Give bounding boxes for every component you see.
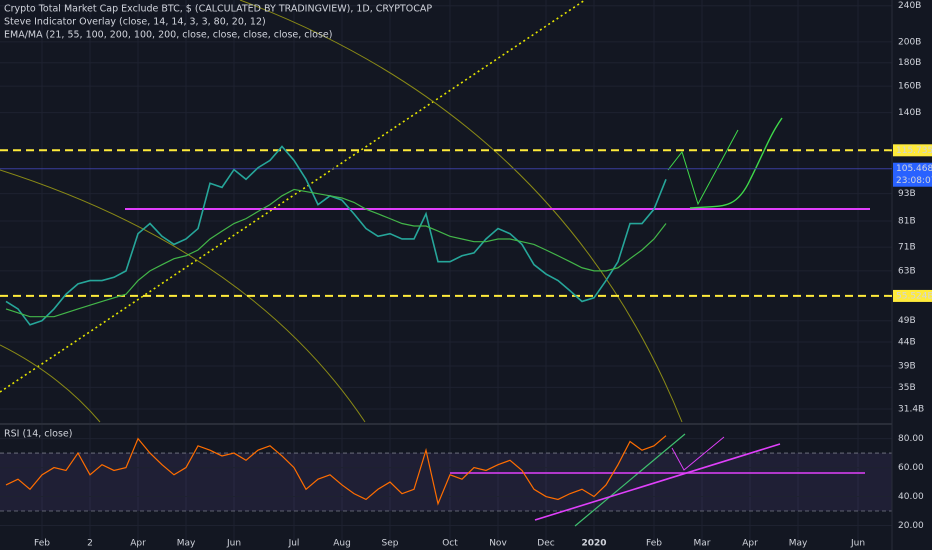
countdown: 23:08:07 <box>896 176 932 186</box>
y-tick-label: 31.4B <box>898 404 924 414</box>
x-tick-label: May <box>789 539 808 549</box>
x-tick-label: Apr <box>742 539 758 549</box>
indicator: Steve Indicator Overlay (close, 14, 14, … <box>4 17 266 28</box>
projection-arrows <box>667 129 739 206</box>
arc <box>0 169 366 423</box>
indicator: EMA/MA (21, 55, 100, 200, 100, 200, clos… <box>4 30 332 41</box>
x-tick-label: Sep <box>382 539 399 549</box>
y-tick-label: 39B <box>898 361 916 371</box>
x-tick-label: Dec <box>537 539 554 549</box>
y-tick-label: 160B <box>898 82 921 92</box>
x-tick-label: Aug <box>333 539 351 549</box>
y-tick-label: 71B <box>898 243 916 253</box>
y-tick-label: 49B <box>898 316 916 326</box>
y-tick-label: 44B <box>898 338 916 348</box>
trend-line <box>0 0 586 393</box>
x-tick-label: Feb <box>646 539 662 549</box>
x-tick-label: Jul <box>288 539 300 549</box>
price-label: 115.735B <box>896 146 932 156</box>
x-tick-label: 2020 <box>581 539 606 549</box>
y-tick-label: 63B <box>898 266 916 276</box>
price-label: 55.524B <box>896 291 932 301</box>
y-tick-label: 81B <box>898 217 916 227</box>
y-tick-label: 60.00 <box>898 463 924 473</box>
x-tick-label: Jun <box>850 539 865 549</box>
x-tick-label: Mar <box>694 539 711 549</box>
x-tick-label: May <box>177 539 196 549</box>
x-tick-label: 2 <box>87 539 93 549</box>
x-tick-label: Oct <box>442 539 458 549</box>
rsi-trend <box>534 443 781 521</box>
chart-title: Crypto Total Market Cap Exclude BTC, $ (… <box>4 4 432 15</box>
y-tick-label: 93B <box>898 189 916 199</box>
y-tick-label: 40.00 <box>898 492 924 502</box>
y-tick-label: 180B <box>898 58 921 68</box>
y-tick-label: 200B <box>898 37 921 47</box>
x-tick-label: Apr <box>130 539 146 549</box>
y-tick-label: 35B <box>898 383 916 393</box>
series-line <box>5 188 667 318</box>
rsi-trend <box>574 433 686 527</box>
arc <box>239 0 683 423</box>
rsi-arrows <box>671 436 725 471</box>
y-tick-label: 140B <box>898 108 921 118</box>
x-tick-label: Jun <box>226 539 241 549</box>
y-tick-label: 20.00 <box>898 521 924 531</box>
y-tick-label: 240B <box>898 1 921 11</box>
plot-layer <box>0 145 892 506</box>
x-tick-label: Feb <box>34 539 50 549</box>
drawings <box>0 0 893 550</box>
y-tick-label: 80.00 <box>898 434 924 444</box>
arc <box>0 344 101 423</box>
series-line <box>5 435 667 506</box>
projection <box>689 117 783 209</box>
price-label-box <box>893 289 932 302</box>
series-line <box>5 145 667 326</box>
rsi-band <box>0 453 892 512</box>
x-tick-label: Nov <box>489 539 507 549</box>
rsi-title: RSI (14, close) <box>4 429 72 440</box>
price-label-box <box>893 144 932 157</box>
price-label-box <box>893 162 932 187</box>
price-label: 105.468B <box>896 164 932 174</box>
